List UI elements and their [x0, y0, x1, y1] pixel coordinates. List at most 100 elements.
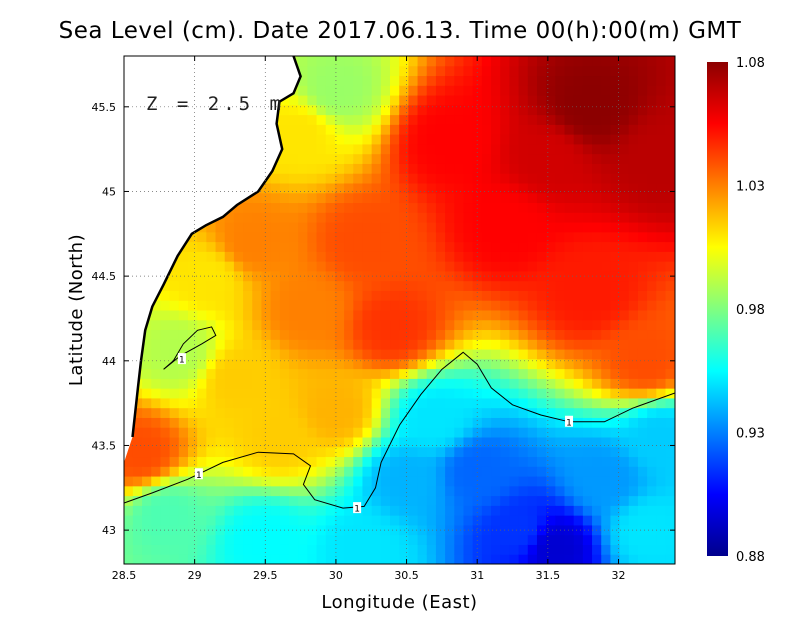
heatmap-cell — [298, 485, 309, 497]
x-tick-label: 31.5 — [536, 569, 561, 582]
heatmap-cell — [298, 202, 309, 213]
heatmap-cell — [527, 495, 538, 506]
heatmap-cell — [362, 534, 373, 545]
heatmap-cell — [454, 436, 465, 448]
heatmap-cell — [353, 172, 364, 184]
heatmap-cell — [298, 221, 309, 233]
heatmap-cell — [628, 241, 639, 252]
heatmap-cell — [408, 143, 419, 155]
heatmap-cell — [353, 192, 364, 204]
heatmap-cell — [555, 124, 566, 135]
heatmap-cell — [289, 192, 299, 204]
heatmap-cell — [325, 495, 336, 506]
heatmap-cell — [316, 495, 327, 506]
heatmap-cell — [509, 348, 520, 360]
heatmap-cell — [573, 94, 584, 106]
heatmap-cell — [353, 280, 364, 291]
heatmap-cell — [555, 260, 566, 272]
heatmap-cell — [298, 85, 309, 96]
heatmap-cell — [307, 417, 318, 428]
heatmap-cell — [298, 553, 309, 564]
heatmap-cell — [417, 192, 428, 204]
contour-label-bg — [353, 502, 362, 514]
heatmap-cell — [307, 426, 318, 438]
heatmap-cell — [536, 94, 547, 106]
heatmap-cell — [509, 124, 520, 135]
heatmap-cell — [307, 319, 318, 331]
heatmap-cell — [463, 505, 474, 516]
heatmap-cell — [656, 339, 667, 350]
heatmap-cell — [399, 299, 410, 311]
heatmap-cell — [261, 202, 272, 213]
heatmap-cell — [353, 553, 364, 564]
heatmap-cell — [279, 202, 290, 213]
heatmap-cell — [463, 544, 474, 555]
heatmap-cell — [610, 114, 621, 125]
heatmap-cell — [619, 319, 630, 331]
heatmap-cell — [546, 319, 557, 331]
heatmap-cell — [224, 426, 235, 438]
heatmap-cell — [527, 426, 538, 438]
heatmap-cell — [243, 495, 254, 506]
heatmap-cell — [408, 56, 419, 67]
heatmap-cell — [417, 56, 428, 67]
heatmap-cell — [445, 446, 456, 458]
heatmap-cell — [509, 153, 520, 164]
heatmap-cell — [546, 426, 557, 438]
heatmap-cell — [582, 153, 593, 164]
heatmap-cell — [518, 436, 529, 448]
heatmap-cell — [187, 251, 198, 262]
heatmap-cell — [536, 378, 547, 389]
heatmap-cell — [445, 319, 456, 331]
heatmap-cell — [289, 368, 299, 379]
heatmap-cell — [344, 446, 355, 458]
heatmap-cell — [178, 407, 189, 418]
heatmap-cell — [325, 270, 336, 282]
heatmap-cell — [380, 231, 391, 243]
heatmap-cell — [472, 426, 483, 438]
heatmap-cell — [637, 339, 648, 350]
heatmap-cell — [353, 260, 364, 272]
heatmap-cell — [665, 124, 675, 135]
heatmap-cell — [481, 94, 492, 106]
heatmap-cell — [261, 241, 272, 252]
heatmap-cell — [142, 505, 153, 516]
heatmap-cell — [353, 163, 364, 174]
heatmap-cell — [463, 153, 474, 164]
heatmap-cell — [637, 290, 648, 301]
heatmap-cell — [628, 475, 639, 487]
heatmap-cell — [491, 417, 502, 428]
heatmap-cell — [435, 505, 446, 516]
heatmap-cell — [178, 514, 189, 526]
heatmap-cell — [233, 329, 244, 340]
heatmap-cell — [307, 143, 318, 155]
heatmap-cell — [316, 260, 327, 272]
heatmap-cell — [481, 553, 492, 564]
heatmap-cell — [233, 466, 244, 477]
heatmap-cell — [197, 231, 208, 243]
heatmap-cell — [463, 163, 474, 174]
heatmap-cell — [390, 319, 400, 331]
heatmap-cell — [325, 485, 336, 497]
heatmap-cell — [390, 75, 400, 86]
heatmap-cell — [445, 56, 456, 67]
heatmap-cell — [546, 65, 557, 77]
heatmap-cell — [307, 56, 318, 67]
heatmap-cell — [481, 221, 492, 233]
heatmap-cell — [582, 192, 593, 204]
heatmap-cell — [371, 212, 382, 223]
heatmap-cell — [546, 387, 557, 399]
heatmap-cell — [362, 368, 373, 379]
heatmap-cell — [546, 290, 557, 301]
heatmap-cell — [243, 241, 254, 252]
heatmap-cell — [344, 524, 355, 536]
heatmap-cell — [481, 329, 492, 340]
heatmap-cell — [518, 270, 529, 282]
heatmap-cell — [426, 143, 437, 155]
heatmap-cell — [344, 299, 355, 311]
heatmap-cell — [647, 202, 658, 213]
heatmap-cell — [307, 65, 318, 77]
heatmap-cell — [628, 485, 639, 497]
heatmap-cell — [380, 407, 391, 418]
heatmap-cell — [371, 426, 382, 438]
